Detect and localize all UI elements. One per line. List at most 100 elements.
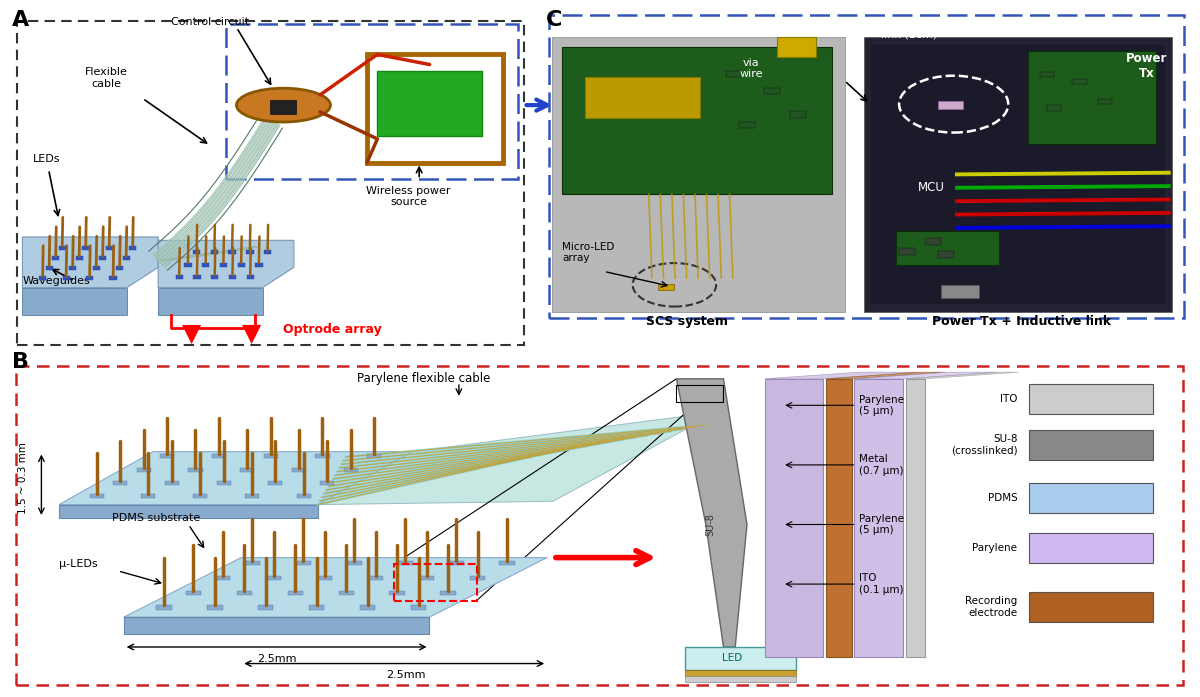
Bar	[925, 238, 941, 245]
Bar	[377, 71, 481, 135]
Text: Waveguides: Waveguides	[23, 276, 90, 286]
Polygon shape	[764, 372, 918, 379]
Bar	[269, 481, 282, 485]
Bar	[1098, 99, 1112, 104]
Polygon shape	[23, 288, 127, 314]
Polygon shape	[677, 379, 746, 647]
Bar	[193, 494, 208, 498]
Bar	[217, 481, 230, 485]
Bar	[320, 481, 335, 485]
Text: ITO: ITO	[1000, 394, 1018, 404]
Bar	[59, 246, 66, 250]
Text: ▼: ▼	[242, 323, 262, 346]
Text: ITO
(0.1 μm): ITO (0.1 μm)	[859, 574, 904, 595]
Polygon shape	[906, 372, 1019, 379]
Bar	[685, 647, 797, 671]
Bar	[228, 250, 235, 254]
Bar	[137, 468, 151, 471]
Text: Power
Tx: Power Tx	[1126, 52, 1166, 80]
Polygon shape	[854, 372, 997, 379]
Bar	[1030, 430, 1153, 460]
Bar	[864, 37, 1172, 312]
Bar	[316, 454, 330, 459]
Bar	[76, 256, 83, 260]
Bar	[264, 454, 277, 459]
Bar	[390, 590, 404, 595]
Bar	[122, 256, 130, 260]
Text: Parylene flexible cable: Parylene flexible cable	[356, 372, 491, 385]
Text: LEDs: LEDs	[32, 154, 60, 164]
Bar	[208, 606, 222, 610]
Bar	[1030, 592, 1153, 622]
Text: Parylene
(5 μm): Parylene (5 μm)	[859, 514, 904, 535]
Bar	[552, 37, 845, 312]
Polygon shape	[318, 412, 718, 505]
Bar	[584, 77, 700, 118]
Polygon shape	[826, 379, 852, 657]
Bar	[164, 481, 179, 485]
Bar	[295, 561, 311, 565]
Bar	[726, 71, 742, 77]
Polygon shape	[826, 372, 946, 379]
Bar	[764, 88, 780, 94]
Text: B: B	[12, 352, 29, 372]
Text: 2.5mm: 2.5mm	[257, 654, 296, 664]
Text: Parylene: Parylene	[972, 543, 1018, 553]
Bar	[685, 670, 797, 677]
Bar	[470, 576, 485, 580]
Text: PDMS: PDMS	[988, 493, 1018, 503]
Bar	[1030, 483, 1153, 513]
Text: ▼: ▼	[182, 323, 202, 346]
Bar	[317, 576, 332, 580]
Bar	[130, 246, 137, 250]
Bar	[160, 454, 174, 459]
Bar	[937, 252, 954, 258]
Bar	[113, 481, 127, 485]
Bar	[778, 37, 816, 57]
Bar	[240, 468, 254, 471]
Bar	[70, 266, 77, 270]
Bar	[100, 256, 107, 260]
Text: Metal
(0.7 μm): Metal (0.7 μm)	[859, 454, 904, 475]
Bar	[367, 54, 503, 162]
Bar	[310, 606, 324, 610]
Bar	[360, 606, 376, 610]
Bar	[292, 468, 306, 471]
Text: 1.5 ~ 0.3 mm: 1.5 ~ 0.3 mm	[18, 442, 28, 514]
Bar	[106, 246, 113, 250]
Text: Flexible
cable: Flexible cable	[84, 68, 127, 89]
Bar	[211, 275, 218, 279]
Bar	[449, 561, 463, 565]
Bar	[347, 561, 361, 565]
Bar	[412, 606, 426, 610]
Bar	[394, 565, 476, 601]
Bar	[142, 494, 156, 498]
Polygon shape	[764, 379, 823, 657]
Bar	[1040, 72, 1055, 77]
Text: SCS system: SCS system	[647, 315, 728, 328]
Bar	[256, 263, 263, 267]
Bar	[367, 454, 382, 459]
Bar	[62, 276, 70, 280]
Bar	[1030, 384, 1153, 413]
Bar	[109, 276, 116, 280]
Text: Power Tx + Inductive link: Power Tx + Inductive link	[931, 315, 1111, 328]
Polygon shape	[854, 379, 904, 657]
Text: Parylene
(5 μm): Parylene (5 μm)	[859, 395, 904, 416]
Bar	[1030, 533, 1153, 562]
Bar	[941, 285, 979, 298]
Bar	[215, 576, 230, 580]
Bar	[419, 576, 434, 580]
Polygon shape	[124, 558, 547, 618]
Bar	[193, 250, 200, 254]
Bar	[264, 250, 271, 254]
Bar	[193, 275, 200, 279]
Bar	[397, 561, 413, 565]
Bar	[266, 576, 281, 580]
Bar	[870, 44, 1165, 305]
Polygon shape	[59, 452, 412, 505]
Bar	[739, 121, 755, 128]
Bar	[499, 561, 515, 565]
Text: PDMS substrate: PDMS substrate	[112, 513, 200, 523]
Bar	[46, 266, 53, 270]
